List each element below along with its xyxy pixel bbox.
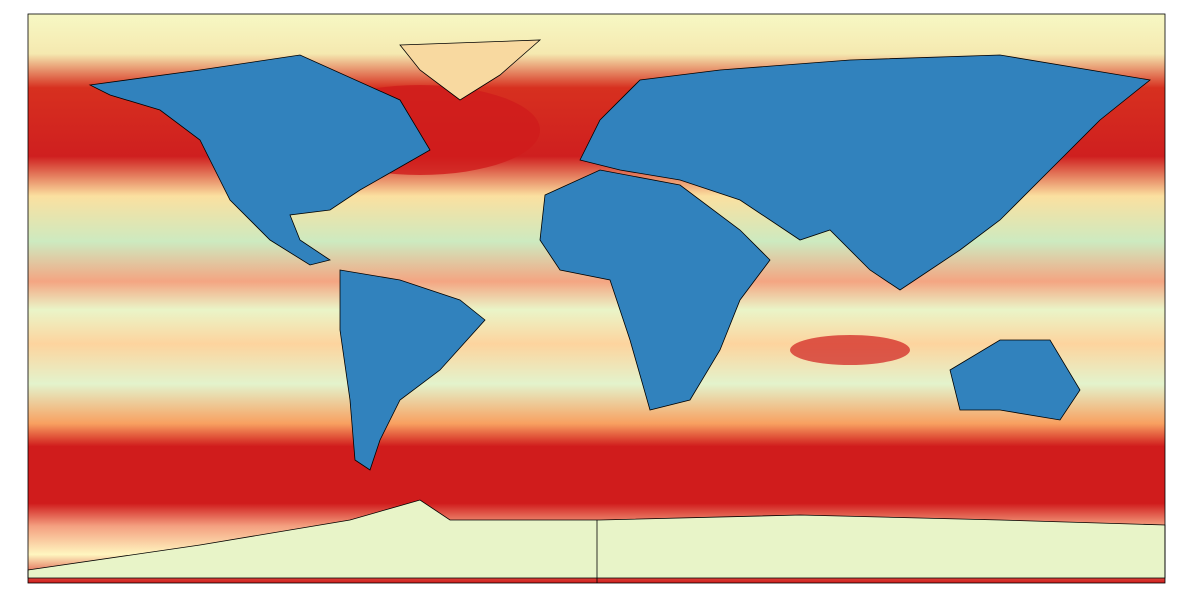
eurasia [579, 54, 1151, 291]
map-frame [27, 13, 1166, 584]
australia [949, 339, 1081, 421]
greenland [399, 39, 542, 101]
africa [539, 169, 771, 411]
south-america [339, 269, 486, 471]
north-america [88, 54, 431, 266]
ocean-anomaly [790, 335, 910, 365]
antarctica [27, 499, 1166, 579]
